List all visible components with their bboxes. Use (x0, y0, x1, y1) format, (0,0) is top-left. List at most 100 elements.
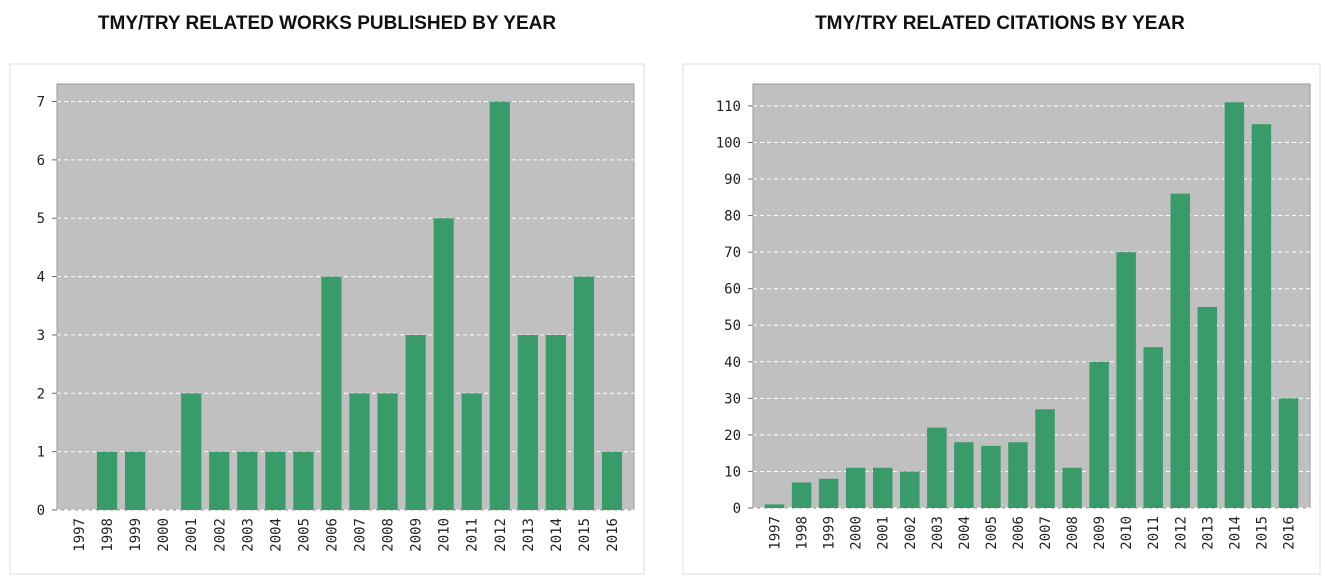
x-tick-label: 2008 (381, 518, 397, 552)
bar (1089, 361, 1109, 508)
bar (265, 451, 286, 510)
bar (349, 393, 370, 510)
bar (1251, 124, 1272, 508)
x-tick-label: 2007 (353, 518, 369, 552)
y-tick-label: 6 (37, 153, 45, 169)
x-tick-label: 1999 (822, 516, 838, 550)
y-tick-label: 4 (37, 270, 45, 286)
x-tick-label: 2000 (849, 516, 865, 550)
y-tick-label: 2 (37, 386, 45, 402)
y-tick-label: 0 (37, 503, 45, 519)
x-tick-label: 2008 (1065, 516, 1081, 550)
bar (209, 451, 230, 510)
x-tick-label: 2012 (1173, 516, 1189, 550)
x-tick-label: 2009 (1092, 516, 1108, 550)
x-tick-label: 2002 (212, 518, 228, 552)
x-tick-label: 2003 (240, 518, 256, 552)
y-tick-label: 30 (724, 391, 741, 407)
bar (900, 471, 920, 508)
x-tick-label: 2012 (493, 518, 509, 552)
x-tick-label: 2001 (184, 518, 200, 552)
bar (954, 442, 974, 508)
y-tick-label: 100 (716, 135, 741, 151)
bar (489, 101, 510, 511)
x-tick-label: 2014 (1227, 516, 1243, 550)
x-tick-label: 1998 (795, 516, 811, 550)
bar (1278, 398, 1299, 508)
bar (573, 276, 595, 510)
bar (545, 334, 566, 510)
bar (237, 451, 258, 510)
y-tick-label: 0 (733, 501, 741, 517)
bar (872, 467, 893, 508)
bar (461, 393, 482, 510)
x-tick-label: 2015 (577, 518, 593, 552)
bar (1008, 442, 1028, 508)
y-tick-label: 50 (724, 318, 741, 334)
y-tick-label: 10 (724, 464, 741, 480)
x-tick-label: 2011 (1146, 516, 1162, 550)
bar (601, 451, 623, 510)
x-tick-label: 2010 (437, 518, 453, 552)
x-tick-label: 1999 (128, 518, 144, 552)
x-tick-label: 1997 (768, 516, 784, 550)
bar (764, 504, 785, 508)
bar (125, 451, 146, 510)
bar (1062, 467, 1082, 508)
bar (1116, 252, 1136, 508)
x-tick-label: 2006 (324, 518, 340, 552)
x-tick-label: 1997 (72, 518, 88, 552)
bar (818, 478, 839, 508)
bar (791, 482, 812, 508)
bar (981, 445, 1001, 508)
bar (377, 393, 398, 510)
plot-area (752, 83, 1311, 509)
bar (405, 334, 426, 510)
bar (1197, 306, 1218, 508)
x-tick-label: 2016 (1281, 516, 1297, 550)
bar (1224, 102, 1245, 508)
y-tick-label: 3 (37, 328, 45, 344)
x-tick-label: 2016 (605, 518, 621, 552)
y-tick-label: 110 (716, 99, 741, 115)
bar (321, 276, 342, 510)
bar (517, 334, 538, 510)
x-tick-label: 2005 (296, 518, 312, 552)
chart-title: TMY/TRY RELATED CITATIONS BY YEAR (815, 13, 1185, 34)
x-tick-label: 2006 (1011, 516, 1027, 550)
x-tick-label: 2011 (465, 518, 481, 552)
bar (433, 218, 454, 510)
bar (1035, 409, 1055, 508)
y-tick-label: 90 (724, 172, 741, 188)
bar (96, 451, 118, 510)
bar (181, 393, 202, 510)
x-tick-label: 2003 (930, 516, 946, 550)
x-tick-label: 2001 (876, 516, 892, 550)
x-tick-label: 2004 (268, 518, 284, 552)
x-tick-label: 2014 (549, 518, 565, 552)
y-tick-label: 20 (724, 428, 741, 444)
bar (845, 467, 866, 508)
bar (927, 427, 947, 508)
x-tick-label: 2002 (903, 516, 919, 550)
y-tick-label: 5 (37, 211, 45, 227)
x-tick-label: 2013 (521, 518, 537, 552)
x-tick-label: 2015 (1254, 516, 1270, 550)
bar (1143, 347, 1163, 508)
y-tick-label: 60 (724, 282, 741, 298)
x-tick-label: 1998 (100, 518, 116, 552)
bar (293, 451, 314, 510)
x-tick-label: 2013 (1200, 516, 1216, 550)
bar (1170, 193, 1191, 509)
x-tick-label: 2009 (409, 518, 425, 552)
y-tick-label: 70 (724, 245, 741, 261)
x-tick-label: 2007 (1038, 516, 1054, 550)
y-tick-label: 80 (724, 209, 741, 225)
x-tick-label: 2010 (1119, 516, 1135, 550)
y-tick-label: 7 (37, 95, 45, 111)
x-tick-label: 2000 (156, 518, 172, 552)
y-tick-label: 40 (724, 355, 741, 371)
y-tick-label: 1 (37, 445, 45, 461)
chart-title: TMY/TRY RELATED WORKS PUBLISHED BY YEAR (98, 13, 556, 34)
